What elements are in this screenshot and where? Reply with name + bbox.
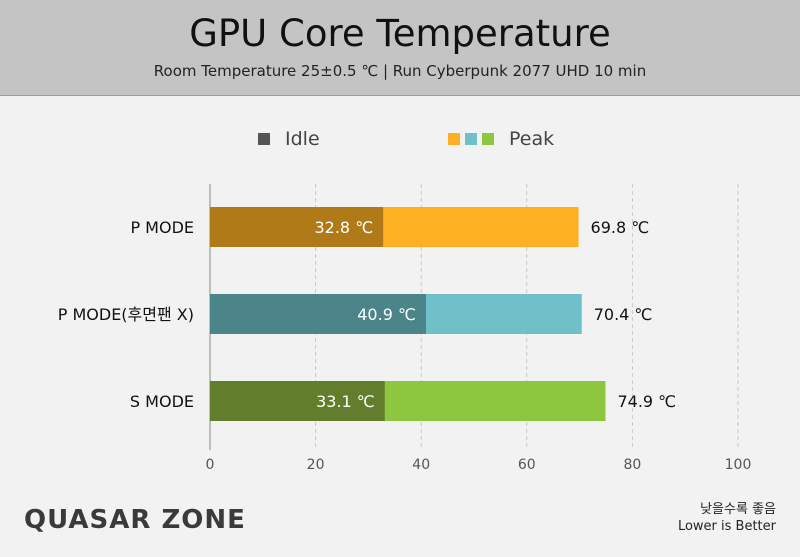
x-tick-label: 80 bbox=[623, 457, 641, 473]
x-tick-label: 20 bbox=[307, 457, 325, 473]
chart-title: GPU Core Temperature bbox=[189, 12, 611, 55]
note-korean: 낮을수록 좋음 bbox=[700, 502, 776, 517]
idle-bar bbox=[210, 207, 384, 247]
category-label: P MODE bbox=[130, 218, 194, 237]
legend-peak-swatch bbox=[465, 133, 477, 145]
x-tick-label: 60 bbox=[518, 457, 536, 473]
legend-idle-swatch bbox=[258, 133, 270, 145]
idle-value-label: 40.9 ℃ bbox=[357, 305, 416, 324]
legend-peak: Peak bbox=[448, 127, 554, 151]
x-tick-label: 0 bbox=[206, 457, 215, 473]
x-tick-label: 100 bbox=[725, 457, 752, 473]
peak-value-label: 74.9 ℃ bbox=[617, 392, 676, 411]
peak-value-label: 69.8 ℃ bbox=[591, 218, 650, 237]
category-label: S MODE bbox=[130, 392, 194, 411]
legend-peak-swatch bbox=[448, 133, 460, 145]
legend-peak-label: Peak bbox=[509, 128, 555, 150]
x-tick-label: 40 bbox=[412, 457, 430, 473]
note-english: Lower is Better bbox=[677, 519, 776, 534]
legend-peak-swatch bbox=[482, 133, 494, 145]
quasarzone-logo: QUASAR ZONE bbox=[24, 505, 246, 535]
idle-value-label: 32.8 ℃ bbox=[314, 218, 373, 237]
category-label: P MODE(후면팬 X) bbox=[58, 305, 194, 324]
legend-idle-label: Idle bbox=[285, 128, 320, 150]
legend-idle: Idle bbox=[258, 127, 320, 151]
idle-bar bbox=[210, 381, 385, 421]
idle-bar bbox=[210, 294, 426, 334]
peak-value-label: 70.4 ℃ bbox=[594, 305, 653, 324]
idle-value-label: 33.1 ℃ bbox=[316, 392, 375, 411]
chart-header: GPU Core Temperature Room Temperature 25… bbox=[0, 0, 800, 96]
chart-subtitle: Room Temperature 25±0.5 ℃ | Run Cyberpun… bbox=[153, 62, 647, 80]
